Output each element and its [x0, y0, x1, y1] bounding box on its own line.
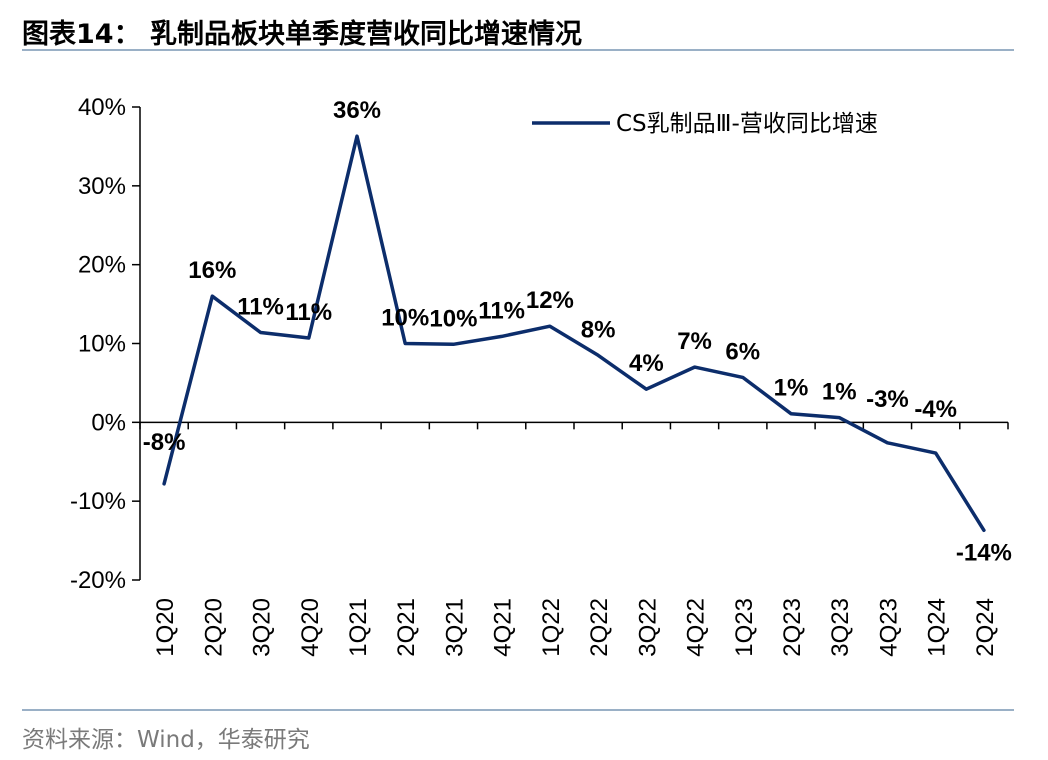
source-note: 资料来源：Wind，华泰研究 [22, 727, 310, 753]
x-tick-label: 3Q23 [827, 598, 854, 657]
data-label: 11% [285, 299, 332, 326]
y-tick-label: 40% [78, 94, 126, 121]
data-label: 6% [725, 338, 760, 365]
data-label: -8% [143, 429, 186, 456]
x-tick-label: 1Q21 [345, 598, 372, 657]
x-tick-label: 1Q22 [538, 598, 565, 657]
data-label: 16% [188, 257, 236, 284]
data-label: -4% [914, 396, 957, 423]
data-label: -14% [956, 539, 1012, 566]
legend-label: CS乳制品Ⅲ-营收同比增速 [616, 111, 878, 137]
y-tick-label: 0% [91, 409, 126, 436]
data-label: 8% [581, 316, 616, 343]
data-label: 36% [333, 97, 381, 124]
x-tick-label: 1Q20 [152, 598, 179, 657]
data-label: 4% [629, 350, 664, 377]
x-axis-ticks: 1Q20 2Q20 3Q20 4Q20 1Q21 2Q21 3Q21 4Q21 1Q22 2Q22… [139, 422, 1009, 657]
chart-axes [139, 107, 1008, 580]
x-tick-label: 2Q21 [393, 598, 420, 657]
y-axis-ticks: -20% -10% 0% 10% 20% 30% 40% [70, 94, 140, 594]
x-tick-label: 2Q22 [586, 598, 613, 657]
y-tick-label: 10% [78, 331, 126, 358]
x-tick-label: 4Q23 [875, 598, 902, 657]
data-label: 7% [677, 328, 712, 355]
series-line [162, 134, 986, 533]
y-tick-label: -20% [70, 567, 126, 594]
data-label: 12% [526, 287, 574, 314]
chart-legend: CS乳制品Ⅲ-营收同比增速 [532, 111, 878, 137]
y-tick-label: 30% [78, 173, 126, 200]
data-label: -3% [866, 386, 909, 413]
data-labels: -8%16%11% 11%36%10% 10% 11% 12%8%4%7% 6%1% 1% -… [143, 97, 1012, 566]
data-label: 11% [237, 293, 284, 320]
chart-title: 图表14： 乳制品板块单季度营收同比增速情况 [22, 19, 582, 50]
data-label: 10% [381, 305, 429, 332]
data-label: 1% [774, 375, 809, 402]
title-divider [22, 49, 1014, 51]
x-tick-label: 3Q22 [634, 598, 661, 657]
x-tick-label: 1Q24 [924, 598, 951, 657]
x-tick-label: 2Q24 [972, 598, 999, 657]
x-tick-label: 4Q20 [297, 598, 324, 657]
x-tick-label: 3Q21 [441, 598, 468, 657]
x-tick-label: 3Q20 [249, 598, 276, 657]
x-tick-label: 2Q20 [200, 598, 227, 657]
data-label: 11% [478, 297, 525, 324]
x-tick-label: 2Q23 [779, 598, 806, 657]
footer-divider [22, 709, 1014, 711]
x-tick-label: 1Q23 [731, 598, 758, 657]
y-tick-label: 20% [78, 252, 126, 279]
y-tick-label: -10% [70, 488, 126, 515]
x-tick-label: 4Q21 [490, 598, 517, 657]
x-tick-label: 4Q22 [683, 598, 710, 657]
data-label: 1% [822, 379, 857, 406]
data-label: 10% [429, 305, 477, 332]
